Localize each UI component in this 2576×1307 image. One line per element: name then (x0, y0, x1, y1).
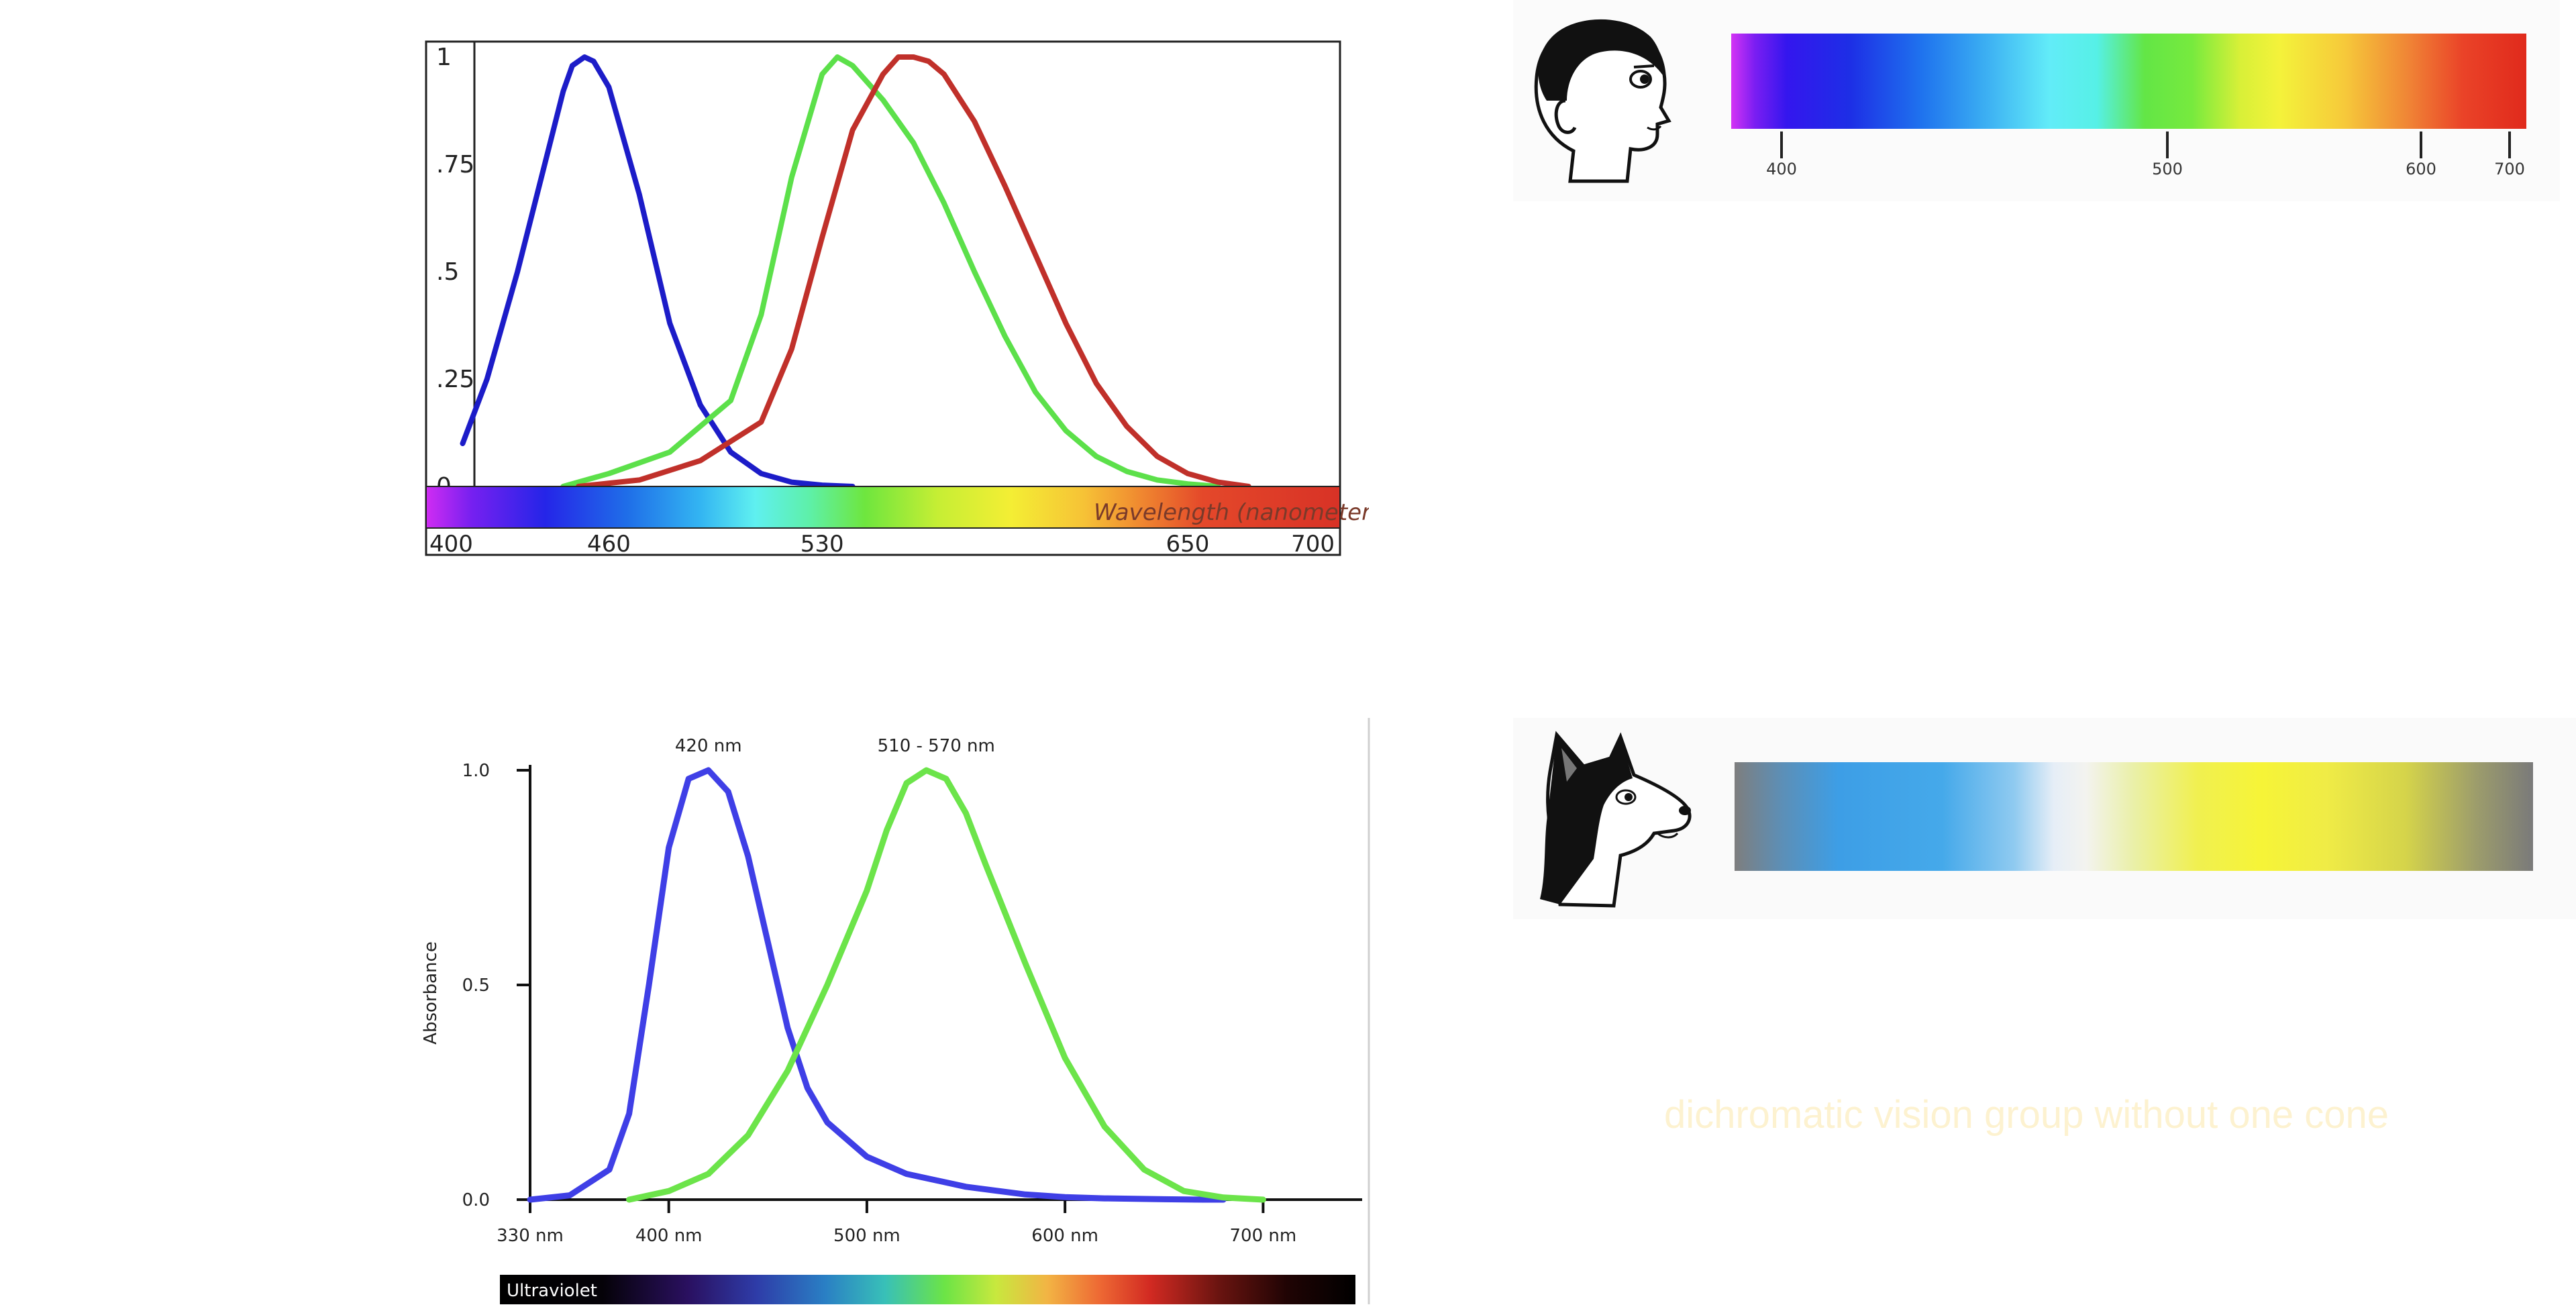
sensitivity-curve-3 (576, 54, 1251, 489)
x-tick-label: 600 nm (1031, 1226, 1098, 1246)
y-tick-label: .75 (436, 151, 474, 178)
human-visible-spectrum-bar (1731, 34, 2526, 129)
x-tick-label: 330 nm (497, 1226, 564, 1246)
human-head-icon (1534, 19, 1671, 183)
x-tick-label: 460 (587, 531, 631, 558)
dog-visible-spectrum-bar (1735, 762, 2533, 871)
spectrum-tick-mark (1780, 132, 1783, 158)
y-tick-label: 0.0 (462, 1190, 490, 1210)
ultraviolet-spectrum-bar (500, 1275, 1355, 1304)
y-tick-label: 1.0 (462, 761, 490, 781)
spectrum-tick-label: 700 (2494, 160, 2525, 178)
y-tick-label: 0.5 (462, 976, 490, 996)
sensitivity-curve-2 (560, 54, 1221, 489)
sensitivity-curve-1 (460, 54, 856, 489)
x-tick-label: 650 (1166, 531, 1210, 558)
x-tick-label: 400 (429, 531, 473, 558)
human-spectrum-row: 400 500 600 700 (1513, 0, 2560, 201)
caption-text: dichromatic vision group without one con… (1663, 1093, 2389, 1137)
spectrum-tick-label: 400 (1766, 160, 1797, 178)
dog-cone-absorbance-chart: Absorbance 0.0 0.5 1.0 330 nm 400 nm 500 nm 6… (403, 718, 1382, 1304)
dog-head-icon (1540, 731, 1692, 908)
x-tick-label: 400 nm (635, 1226, 703, 1246)
human-cone-sensitivity-chart: 0.25.5.751 Wavelength (nanometers) 40046… (416, 27, 1392, 577)
y-tick-label: 1 (436, 44, 452, 71)
x-tick-label: 530 (801, 531, 844, 558)
spectrum-tick-mark (2420, 132, 2422, 158)
wavelength-spectrum-bar (425, 486, 1341, 529)
human-chart-svg: 0.25.5.751 Wavelength (nanometers) 40046… (425, 40, 1392, 558)
wavelength-bar-label: Wavelength (nanometers) (1094, 499, 1369, 526)
dog-chart-svg: Absorbance 0.0 0.5 1.0 330 nm 400 nm 500 nm 6… (421, 718, 1370, 1304)
peak-annotation: 420 nm (675, 736, 742, 756)
x-tick-label: 700 (1291, 531, 1335, 558)
spectrum-tick-mark (2508, 132, 2511, 158)
spectrum-tick-mark (2166, 132, 2169, 158)
absorbance-curve-2 (626, 767, 1266, 1203)
absorbance-curve-1 (527, 767, 1227, 1203)
peak-annotation: 510 - 570 nm (878, 736, 995, 756)
x-tick-label: 700 nm (1230, 1226, 1297, 1246)
y-tick-label: .5 (436, 258, 459, 286)
plot-frame (425, 40, 1341, 556)
x-tick-label: 500 nm (833, 1226, 900, 1246)
y-axis-label: Absorbance (421, 941, 441, 1045)
y-tick-label: .25 (436, 366, 474, 393)
spectrum-tick-label: 600 (2406, 160, 2436, 178)
spectrum-tick-label: 500 (2152, 160, 2183, 178)
spectrum-label: Ultraviolet (507, 1281, 597, 1301)
dog-spectrum-row (1513, 718, 2576, 919)
